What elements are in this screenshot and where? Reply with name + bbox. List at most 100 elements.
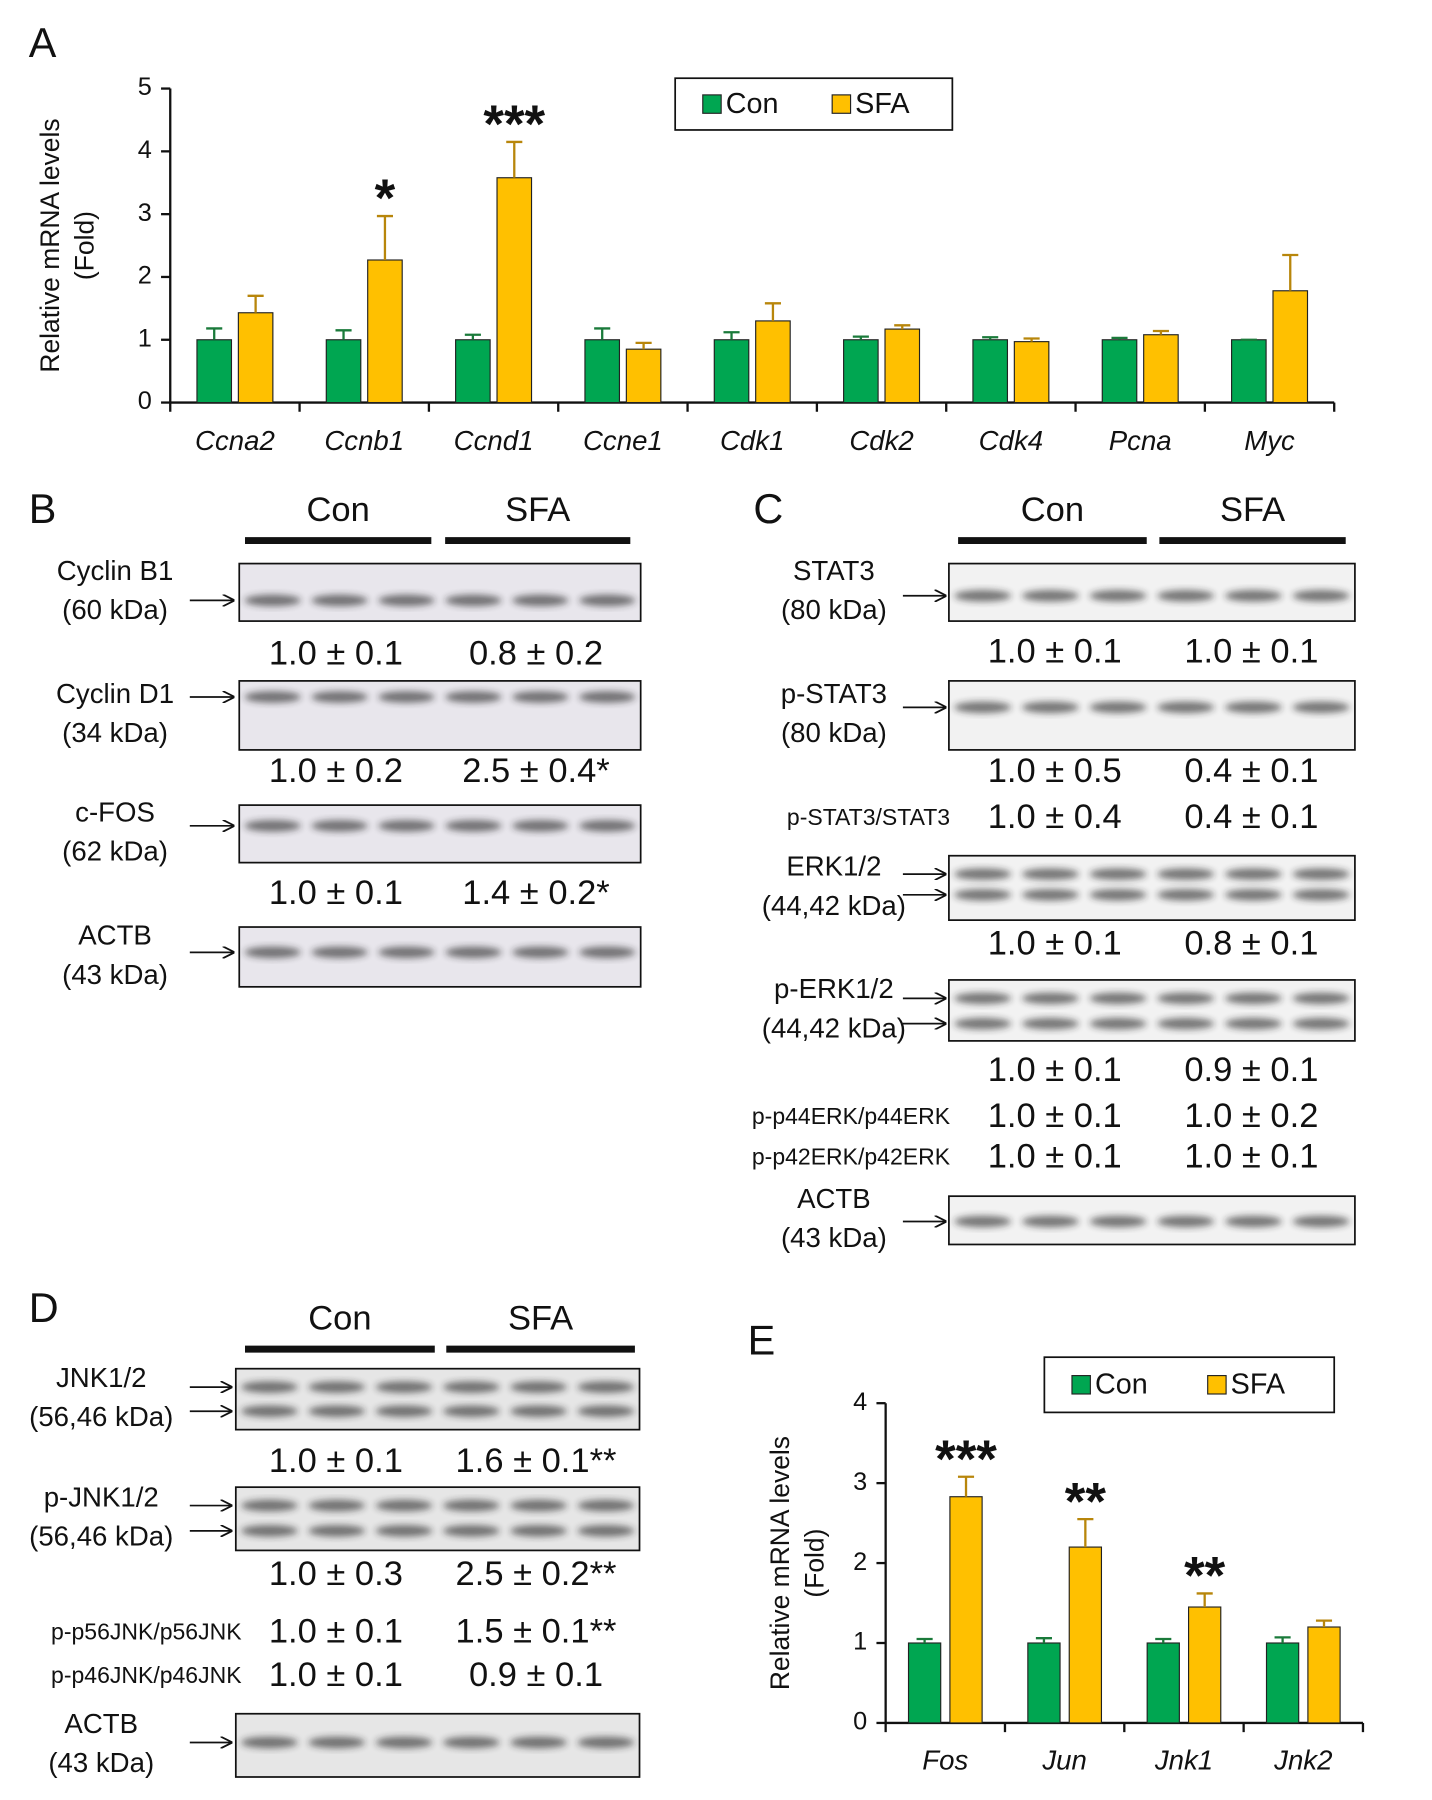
bar bbox=[237, 312, 274, 404]
bar bbox=[907, 1642, 942, 1724]
bar bbox=[196, 339, 233, 404]
blot-band bbox=[1021, 1215, 1079, 1228]
x-tick-label: Cdk2 bbox=[849, 425, 913, 456]
blot-band bbox=[1157, 992, 1215, 1005]
blot-band bbox=[512, 946, 569, 959]
protein-size: (44,42 kDa) bbox=[762, 1012, 906, 1043]
blot-band bbox=[443, 1381, 500, 1393]
error-bar bbox=[1152, 329, 1169, 335]
error-bar bbox=[376, 214, 393, 261]
blot-band bbox=[510, 1525, 567, 1537]
blot-band bbox=[579, 594, 636, 607]
blot-band bbox=[1224, 1215, 1282, 1228]
bar bbox=[1265, 1642, 1300, 1724]
significance: * bbox=[375, 169, 396, 228]
y-tick-label: 2 bbox=[853, 1548, 867, 1576]
blot-band bbox=[579, 946, 636, 959]
quantification: 1.4 ± 0.2* bbox=[462, 874, 609, 912]
blot-band bbox=[1089, 889, 1147, 901]
bar bbox=[1231, 339, 1267, 404]
quantification: 1.0 ± 0.1 bbox=[1184, 632, 1318, 670]
panel-label: C bbox=[753, 486, 783, 532]
blot-band bbox=[954, 889, 1012, 901]
quantification: 1.0 ± 0.2 bbox=[1184, 1097, 1318, 1135]
error-bar bbox=[916, 1637, 933, 1644]
group-label: Con bbox=[308, 1299, 371, 1337]
blot-band bbox=[1021, 868, 1079, 880]
blot-band bbox=[311, 820, 368, 832]
bar bbox=[325, 339, 362, 404]
y-tick-label: 2 bbox=[138, 262, 152, 290]
quantification: 1.0 ± 0.1 bbox=[269, 874, 403, 912]
x-tick-label: Myc bbox=[1244, 425, 1295, 456]
error-bar bbox=[1035, 1637, 1052, 1644]
blot-band bbox=[1021, 701, 1079, 714]
ratio-label: p-p46JNK/p46JNK bbox=[51, 1662, 242, 1688]
quantification: 1.0 ± 0.1 bbox=[269, 1442, 403, 1480]
group-label: SFA bbox=[508, 1299, 573, 1337]
quantification: 1.0 ± 0.2 bbox=[269, 752, 403, 790]
error-bar bbox=[1282, 253, 1299, 291]
x-tick-label: Jnk2 bbox=[1273, 1744, 1332, 1775]
error-bar bbox=[957, 1475, 975, 1497]
legend-swatch bbox=[1207, 1375, 1227, 1395]
blot-band bbox=[443, 1499, 500, 1512]
x-tick-label: Ccne1 bbox=[583, 425, 663, 456]
blot-band bbox=[445, 691, 502, 703]
blot-band bbox=[241, 1381, 298, 1393]
error-bar bbox=[247, 294, 264, 313]
protein-size: (80 kDa) bbox=[781, 717, 887, 748]
blot-band bbox=[1021, 1017, 1079, 1030]
blot-band bbox=[577, 1381, 635, 1393]
protein-size: (44,42 kDa) bbox=[762, 890, 906, 921]
y-tick-label: 3 bbox=[853, 1468, 867, 1496]
bar bbox=[1307, 1626, 1341, 1724]
quantification: 1.6 ± 0.1** bbox=[456, 1442, 617, 1480]
significance: ** bbox=[1065, 1472, 1107, 1531]
quantification: 1.0 ± 0.3 bbox=[269, 1555, 403, 1593]
protein-size: (56,46 kDa) bbox=[29, 1521, 173, 1552]
legend-label: SFA bbox=[1231, 1369, 1286, 1401]
y-axis-label: Relative mRNA levels bbox=[765, 1436, 795, 1690]
error-bar bbox=[1077, 1517, 1094, 1548]
protein-size: (56,46 kDa) bbox=[29, 1401, 173, 1432]
blot-band bbox=[308, 1381, 365, 1393]
blot-band bbox=[1224, 868, 1282, 880]
blot bbox=[238, 680, 642, 751]
quantification: 2.5 ± 0.2** bbox=[456, 1555, 617, 1593]
panel-label: E bbox=[748, 1317, 776, 1363]
blot-band bbox=[577, 1405, 635, 1417]
legend-box bbox=[1043, 1356, 1336, 1414]
blot-band bbox=[1292, 889, 1350, 901]
bar bbox=[1187, 1606, 1222, 1724]
blot-band bbox=[1224, 992, 1282, 1005]
legend-swatch bbox=[1071, 1375, 1091, 1395]
x-tick-label: Pcna bbox=[1109, 425, 1172, 456]
quantification: 1.0 ± 0.1 bbox=[988, 925, 1122, 963]
bar bbox=[1146, 1642, 1180, 1724]
y-axis-label: (Fold) bbox=[69, 211, 99, 280]
blot-band bbox=[510, 1405, 567, 1417]
error-bar bbox=[1196, 1592, 1213, 1608]
blot-band bbox=[443, 1736, 500, 1749]
blot-band bbox=[378, 594, 435, 607]
blot bbox=[948, 854, 1356, 921]
blot-band bbox=[445, 820, 502, 832]
blot-band bbox=[1089, 992, 1147, 1005]
blot-band bbox=[378, 946, 435, 959]
blot-band bbox=[1157, 590, 1215, 602]
protein-size: (43 kDa) bbox=[48, 1747, 154, 1778]
blot-band bbox=[375, 1525, 433, 1537]
protein-size: (62 kDa) bbox=[62, 836, 168, 867]
bar bbox=[713, 339, 750, 404]
blot-band bbox=[512, 820, 569, 832]
x-tick-label: Jnk1 bbox=[1154, 1744, 1213, 1775]
protein-name: ACTB bbox=[64, 1708, 138, 1739]
error-bar bbox=[764, 302, 781, 321]
quantification: 2.5 ± 0.4* bbox=[462, 752, 609, 790]
quantification: 1.0 ± 0.1 bbox=[988, 1051, 1122, 1089]
blot-band bbox=[1224, 590, 1282, 602]
group-label: SFA bbox=[505, 491, 570, 529]
blot-band bbox=[241, 1525, 298, 1537]
